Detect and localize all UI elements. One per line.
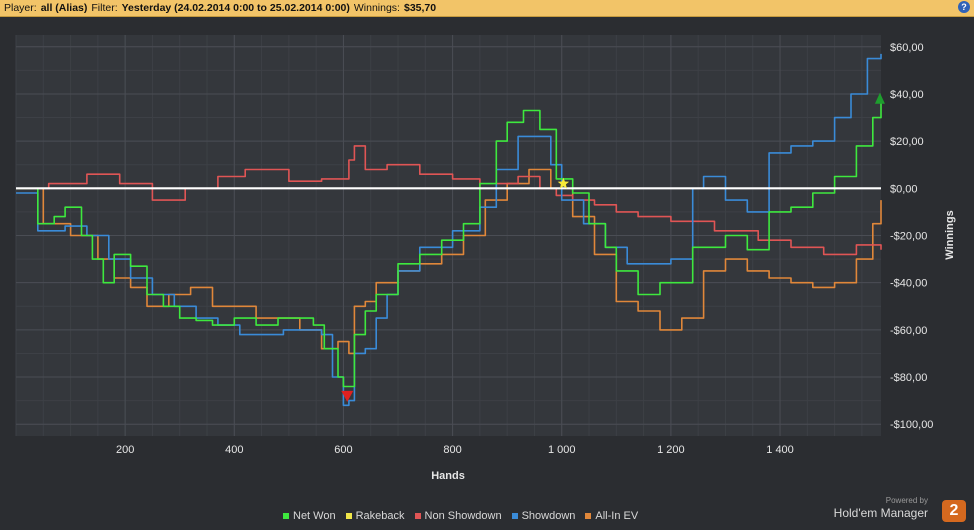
markers	[341, 92, 885, 402]
y-tick-label: -$40,00	[890, 278, 927, 290]
x-tick-label: 600	[334, 444, 352, 456]
legend-item-net-won[interactable]: Net Won	[283, 510, 336, 522]
legend-item-non-showdown[interactable]: Non Showdown	[414, 510, 502, 522]
holdem-manager-branding: Powered by Hold'em Manager 2	[816, 496, 966, 524]
y-tick-label: -$80,00	[890, 372, 927, 384]
legend-swatch-showdown	[511, 513, 518, 519]
winnings-chart: 200 400 600 800 1 000 1 200 1 400 $60,00 $40,00…	[15, 35, 956, 482]
player-label: Player:	[4, 2, 37, 14]
legend-label-net-won: Net Won	[293, 510, 336, 522]
y-axis-label: Winnings	[944, 210, 956, 259]
filter-value: Yesterday (24.02.2014 0:00 to 25.02.2014…	[121, 2, 350, 14]
help-icon[interactable]: ?	[958, 1, 970, 13]
legend-label-showdown: Showdown	[521, 510, 576, 522]
low-point-marker	[341, 390, 354, 402]
brand-name: Hold'em Manager	[833, 506, 928, 520]
y-tick-label: -$100,00	[890, 419, 933, 431]
legend-item-rakeback[interactable]: Rakeback	[345, 510, 405, 522]
legend-label-non-showdown: Non Showdown	[424, 510, 502, 522]
y-axis-ticks: $60,00 $40,00 $20,00 $0,00 -$20,00 -$40,00 -$6…	[890, 42, 933, 431]
x-tick-label: 800	[443, 444, 461, 456]
legend-item-showdown[interactable]: Showdown	[511, 510, 576, 522]
legend-swatch-all-in-ev	[585, 513, 592, 519]
rakeback-star-marker	[557, 177, 570, 189]
legend-swatch-net-won	[283, 513, 289, 519]
x-tick-label: 200	[116, 444, 134, 456]
grid	[15, 35, 881, 436]
x-tick-label: 400	[225, 444, 243, 456]
hm2-logo-icon: 2	[942, 500, 966, 522]
high-point-marker	[874, 92, 885, 104]
y-tick-label: $60,00	[890, 42, 924, 54]
y-tick-label: $20,00	[890, 136, 924, 148]
powered-by-text: Powered by	[885, 496, 928, 505]
x-tick-label: 1 400	[766, 444, 794, 456]
player-value: all (Alias)	[40, 2, 88, 14]
filter-label: Filter:	[91, 2, 118, 14]
winnings-value: $35,70	[403, 2, 437, 14]
legend-item-all-in-ev[interactable]: All-In EV	[585, 510, 638, 522]
winnings-label: Winnings:	[353, 2, 400, 14]
filter-header-bar: Player: all (Alias) Filter: Yesterday (2…	[0, 0, 974, 17]
x-axis-ticks: 200 400 600 800 1 000 1 200 1 400	[116, 444, 794, 456]
series-line-showdown	[16, 53, 882, 407]
y-tick-label: $40,00	[890, 89, 924, 101]
legend-swatch-rakeback	[345, 513, 352, 519]
legend-swatch-non-showdown	[414, 513, 421, 519]
y-tick-label: $0,00	[890, 183, 918, 195]
y-tick-label: -$60,00	[890, 325, 927, 337]
legend-label-rakeback: Rakeback	[355, 510, 405, 522]
legend-label-all-in-ev: All-In EV	[595, 510, 639, 522]
chart-legend: Net Won Rakeback Non Showdown Showdown A…	[283, 510, 638, 522]
x-tick-label: 1 200	[657, 444, 685, 456]
x-axis-label: Hands	[431, 470, 465, 482]
x-tick-label: 1 000	[548, 444, 576, 456]
series-line-net-won	[16, 98, 882, 388]
y-tick-label: -$20,00	[890, 231, 927, 243]
